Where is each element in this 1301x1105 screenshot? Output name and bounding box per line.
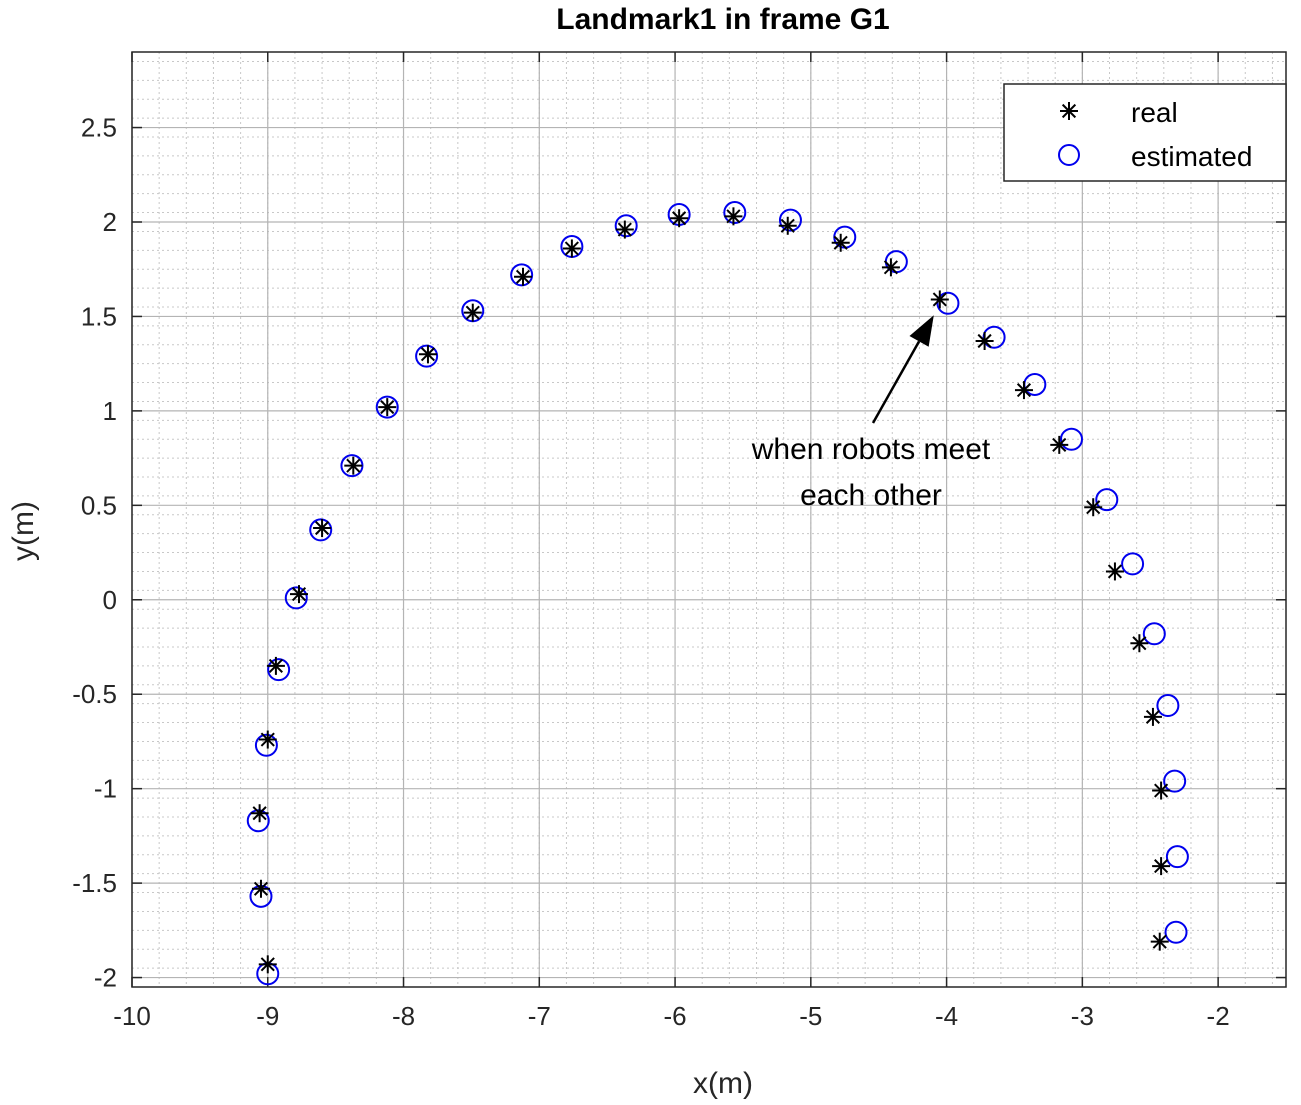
real-point xyxy=(378,398,397,417)
x-tick-label: -10 xyxy=(113,1001,151,1031)
x-tick-labels: -10 -9 -8 -7 -6 -5 -4 -3 -2 xyxy=(113,1001,1229,1031)
y-tick-label: 1.5 xyxy=(81,301,117,331)
y-tick-label: 0.5 xyxy=(81,490,117,520)
real-point xyxy=(1105,562,1124,581)
real-point xyxy=(418,345,437,364)
x-tick-label: -7 xyxy=(528,1001,551,1031)
real-point xyxy=(258,730,277,749)
estimated-point xyxy=(267,658,291,682)
y-tick-label: 2.5 xyxy=(81,113,117,143)
annotation-text-line-2: each other xyxy=(800,479,942,512)
real-point xyxy=(1152,781,1171,800)
real-point xyxy=(831,233,850,252)
estimated-point xyxy=(614,214,638,238)
y-tick-label: -1.5 xyxy=(72,868,117,898)
series-real xyxy=(250,207,1171,974)
estimated-point xyxy=(1121,552,1145,576)
estimated-point xyxy=(415,344,439,368)
chart-title: Landmark1 in frame G1 xyxy=(556,3,889,36)
annotation-text-line-1: when robots meet xyxy=(751,433,991,466)
real-point xyxy=(344,456,363,475)
y-axis-label: y(m) xyxy=(7,501,40,561)
estimated-point xyxy=(340,454,364,478)
estimated-point xyxy=(1165,845,1189,869)
x-tick-label: -4 xyxy=(935,1001,958,1031)
real-point xyxy=(1150,932,1169,951)
estimated-point xyxy=(936,291,960,315)
real-point xyxy=(562,239,581,258)
x-tick-label: -8 xyxy=(392,1001,415,1031)
y-tick-label: 2 xyxy=(103,207,117,237)
real-point xyxy=(615,220,634,239)
annotation-arrow xyxy=(871,340,921,424)
plot-area-frame xyxy=(131,51,1287,988)
real-point xyxy=(1050,435,1069,454)
x-tick-label: -3 xyxy=(1071,1001,1094,1031)
real-point xyxy=(881,258,900,277)
x-axis-label: x(m) xyxy=(693,1067,753,1100)
real-point xyxy=(930,290,949,309)
x-tick-label: -9 xyxy=(256,1001,279,1031)
estimated-point xyxy=(309,518,333,542)
legend-estimated-marker xyxy=(1058,144,1080,166)
y-tick-label: -0.5 xyxy=(72,679,117,709)
real-point xyxy=(1014,381,1033,400)
real-point xyxy=(975,332,994,350)
estimated-point xyxy=(1142,622,1166,646)
estimated-point xyxy=(246,809,270,833)
estimated-point xyxy=(1156,694,1180,718)
legend: real estimated xyxy=(1003,83,1287,182)
real-point xyxy=(724,207,743,226)
estimated-point xyxy=(284,586,308,610)
real-point xyxy=(289,585,308,604)
y-tick-labels: -2 -1.5 -1 -0.5 0 0.5 1 1.5 2 2.5 xyxy=(72,113,117,993)
real-point xyxy=(778,216,797,235)
x-tick-label: -6 xyxy=(663,1001,686,1031)
estimated-point xyxy=(1163,769,1187,793)
real-point xyxy=(514,267,533,286)
estimated-point xyxy=(1164,920,1188,944)
estimated-point xyxy=(1059,427,1083,451)
y-tick-label: -2 xyxy=(94,963,117,993)
axis-ticks xyxy=(131,52,1286,987)
estimated-point xyxy=(778,208,802,232)
estimated-point xyxy=(375,395,399,419)
legend-estimated-label: estimated xyxy=(1131,141,1252,172)
estimated-point xyxy=(1095,488,1119,512)
major-grid xyxy=(131,52,1286,987)
real-point xyxy=(463,303,482,322)
real-point xyxy=(250,804,269,823)
y-tick-label: -1 xyxy=(94,774,117,804)
estimated-point xyxy=(723,201,747,225)
real-point xyxy=(313,519,332,537)
y-tick-label: 0 xyxy=(103,585,117,615)
real-point xyxy=(266,656,285,675)
real-point xyxy=(251,879,270,898)
real-point xyxy=(1152,857,1171,876)
real-point xyxy=(1143,707,1162,726)
legend-real-label: real xyxy=(1131,97,1178,128)
estimated-point xyxy=(254,733,278,757)
real-point xyxy=(258,955,277,974)
x-tick-label: -5 xyxy=(799,1001,822,1031)
annotation-arrow-head xyxy=(909,315,934,347)
real-point xyxy=(1084,498,1103,517)
legend-real-marker xyxy=(1060,102,1078,120)
real-point xyxy=(670,209,689,228)
legend-box xyxy=(1003,83,1287,182)
estimated-point xyxy=(510,263,534,287)
y-tick-label: 1 xyxy=(103,396,117,426)
x-tick-label: -2 xyxy=(1207,1001,1230,1031)
real-point xyxy=(1130,634,1149,653)
minor-grid xyxy=(131,52,1286,988)
legend-real-asterisk xyxy=(1060,102,1078,120)
annotation: when robots meet each other xyxy=(751,315,991,512)
